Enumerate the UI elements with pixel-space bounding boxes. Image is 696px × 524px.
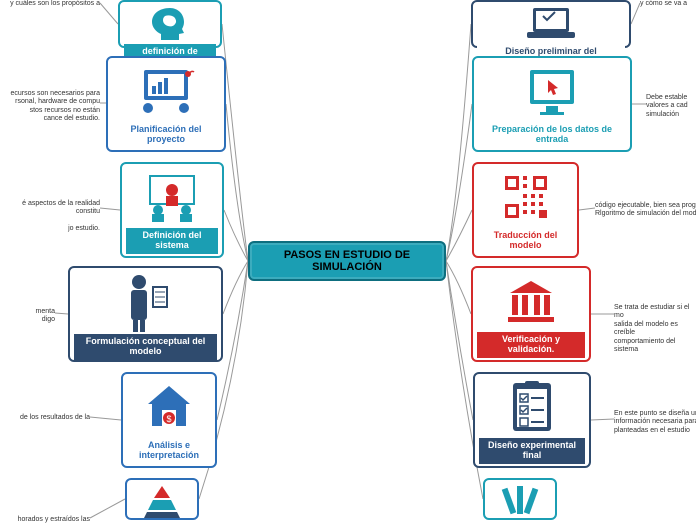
node-caption: Definición del sistema <box>126 228 218 254</box>
center-node: PASOS EN ESTUDIO DE SIMULACIÓN <box>248 241 446 281</box>
side-note: de los resultados de la <box>0 414 90 422</box>
laptop-icon <box>477 6 625 42</box>
node-r6 <box>483 478 557 520</box>
center-label: PASOS EN ESTUDIO DE SIMULACIÓN <box>256 249 438 273</box>
node-n5: $ Análisis e interpretación <box>121 372 217 468</box>
pencils-icon <box>489 484 551 520</box>
meeting-icon <box>126 168 218 226</box>
side-note: mentadigo <box>0 308 55 325</box>
node-n3: Definición del sistema <box>120 162 224 258</box>
side-note: horados y estraídos las <box>0 516 90 524</box>
side-note: é aspectos de la realidad constitujo est… <box>0 200 100 234</box>
node-r5: Diseño experimental final <box>473 372 591 468</box>
house-icon: $ <box>127 378 211 436</box>
node-r1: Diseño preliminar del experimento. <box>471 0 631 48</box>
node-caption: Diseño experimental final <box>479 438 585 464</box>
node-caption: Análisis e interpretación <box>127 438 211 464</box>
node-n2: Planificación del proyecto <box>106 56 226 152</box>
checklist-icon <box>479 378 585 436</box>
node-caption: Verificación y validación. <box>477 332 585 358</box>
person-icon <box>74 272 217 332</box>
side-note: ecursos son necesarios pararsonal, hardw… <box>0 90 100 124</box>
node-caption: Formulación conceptual del modelo <box>74 334 217 360</box>
board-icon <box>112 62 220 120</box>
pyramid-icon <box>131 484 193 520</box>
node-caption: Planificación del proyecto <box>112 122 220 148</box>
node-n6 <box>125 478 199 520</box>
svg-text:$: $ <box>166 414 171 424</box>
head-icon <box>124 6 216 42</box>
side-note: En este punto se diseña uninformación ne… <box>614 410 696 435</box>
qr-icon <box>478 168 573 226</box>
node-n1: definición de problema <box>118 0 222 48</box>
side-note: Debe establevalores a cadsimulación <box>646 94 696 119</box>
node-r4: Verificación y validación. <box>471 266 591 362</box>
node-caption: Preparación de los datos de entrada <box>478 122 626 148</box>
screen-icon <box>478 62 626 120</box>
side-note: y cuáles son los propósitos a <box>0 0 100 8</box>
side-note: y cómo se va a <box>640 0 696 8</box>
bank-icon <box>477 272 585 330</box>
node-r3: Traducción del modelo <box>472 162 579 258</box>
node-n4: Formulación conceptual del modelo <box>68 266 223 362</box>
side-note: Se trata de estudiar si el mosalida del … <box>614 304 696 354</box>
node-caption: Traducción del modelo <box>478 228 573 254</box>
node-r2: Preparación de los datos de entrada <box>472 56 632 152</box>
side-note: código ejecutable, bien sea progRlgoritm… <box>595 202 696 219</box>
